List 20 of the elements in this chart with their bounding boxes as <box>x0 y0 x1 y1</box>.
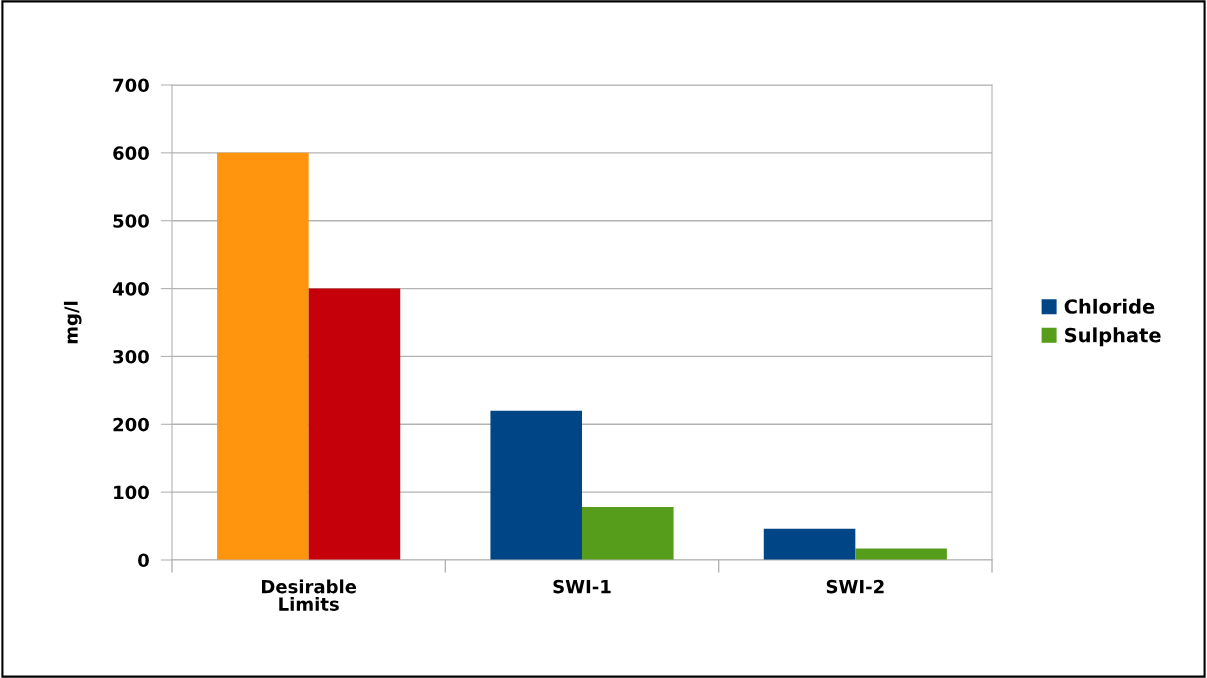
y-tick-label: 100 <box>114 485 149 500</box>
y-axis-title: mg/l <box>63 301 82 344</box>
legend-label: Chloride <box>1064 298 1155 314</box>
y-tick-label: 600 <box>113 146 149 160</box>
y-tick-label: 500 <box>113 214 149 228</box>
y-tick-label: 700 <box>113 78 149 93</box>
y-tick-label: 200 <box>113 417 149 432</box>
bar <box>855 548 947 560</box>
bar <box>217 152 309 560</box>
y-tick-label: 400 <box>112 282 149 296</box>
x-tick-label: Desirable Limits <box>262 579 357 611</box>
y-tick-label: 300 <box>113 349 149 364</box>
legend-label: Sulphate <box>1065 327 1161 347</box>
x-tick-label: SWI-1 <box>553 579 611 594</box>
bar <box>308 288 401 560</box>
bar <box>582 507 674 560</box>
y-tick-label: 0 <box>138 553 149 568</box>
bar <box>490 410 582 560</box>
bar <box>763 528 856 560</box>
x-tick-label: SWI-2 <box>826 579 884 594</box>
